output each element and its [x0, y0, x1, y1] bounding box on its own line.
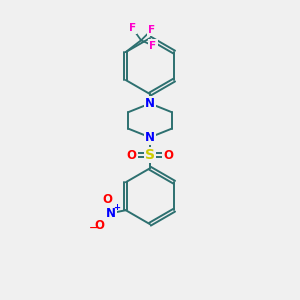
Text: S: S [145, 148, 155, 162]
Text: N: N [145, 97, 155, 110]
Text: F: F [129, 23, 136, 33]
Text: O: O [103, 193, 112, 206]
Text: F: F [148, 25, 155, 35]
Text: O: O [163, 148, 173, 161]
Text: −: − [89, 223, 98, 233]
Text: N: N [106, 207, 116, 220]
Text: +: + [113, 203, 120, 212]
Text: O: O [95, 219, 105, 232]
Text: O: O [127, 148, 137, 161]
Text: N: N [145, 131, 155, 144]
Text: F: F [149, 40, 156, 51]
